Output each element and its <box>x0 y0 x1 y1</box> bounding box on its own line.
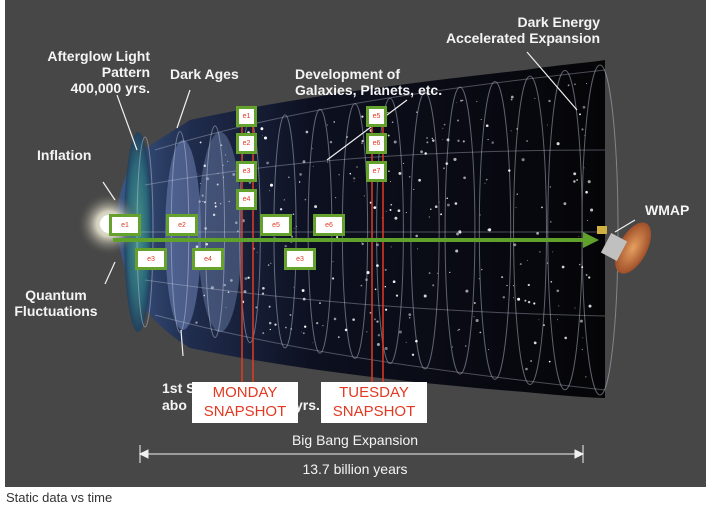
event-box: e3 <box>284 248 316 270</box>
wmap-label: WMAP <box>645 202 690 218</box>
wmap-satellite <box>597 222 652 274</box>
event-box: e2 <box>166 214 198 236</box>
big-bang-expansion-label: Big Bang Expansion <box>291 432 419 448</box>
first-stars-label-line2: abo <box>162 397 187 413</box>
event-box: e6 <box>366 133 387 154</box>
universe-timeline-diagram: Afterglow Light Pattern 400,000 yrs. Dar… <box>5 0 706 487</box>
figure-caption: Static data vs time <box>6 490 113 505</box>
snapshot-lines <box>241 108 384 384</box>
grid-lines <box>139 69 606 391</box>
event-box: e4 <box>236 189 257 210</box>
event-box: e5 <box>366 106 387 127</box>
event-box: e1 <box>109 214 141 236</box>
first-stars-label-tail: yrs. <box>295 397 320 413</box>
dark-ages-label: Dark Ages <box>170 66 239 82</box>
event-box: e5 <box>260 214 292 236</box>
event-box: e1 <box>236 106 257 127</box>
quantum-fluctuations-label: Quantum Fluctuations <box>14 287 98 319</box>
afterglow-label: Afterglow Light Pattern 400,000 yrs. <box>47 48 150 96</box>
billion-years-label: 13.7 billion years <box>302 461 408 477</box>
event-box: e3 <box>236 161 257 182</box>
dimension-line <box>138 445 585 463</box>
dark-energy-label: Dark Energy Accelerated Expansion <box>445 14 600 46</box>
event-box: e6 <box>313 214 345 236</box>
event-box: e4 <box>192 248 224 270</box>
galaxy-band <box>198 132 242 332</box>
event-box: e2 <box>236 133 257 154</box>
timeline-arrow <box>113 232 599 248</box>
event-box: e7 <box>366 161 387 182</box>
development-label: Development of Galaxies, Planets, etc. <box>295 66 443 98</box>
event-box: e3 <box>135 248 167 270</box>
callout-lines <box>102 51 636 357</box>
tuesday-snapshot: TUESDAY SNAPSHOT <box>321 382 427 423</box>
first-stars-label-line1: 1st S <box>162 380 196 396</box>
inflation-label: Inflation <box>37 147 92 163</box>
monday-snapshot: MONDAY SNAPSHOT <box>192 382 298 423</box>
